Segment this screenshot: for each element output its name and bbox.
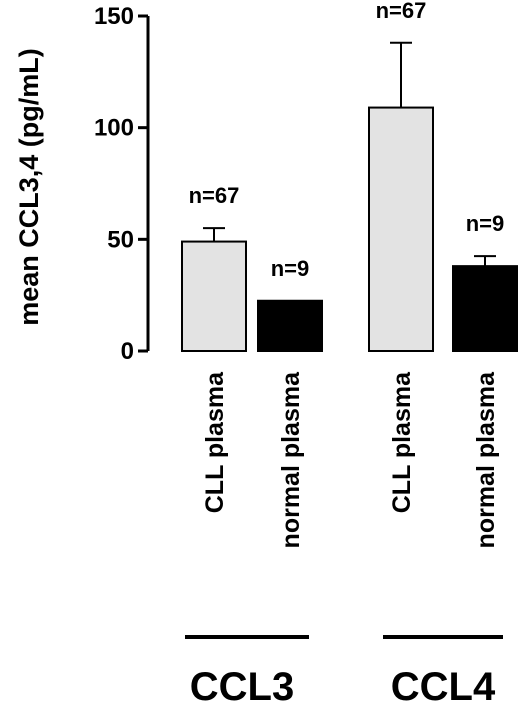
group-label: CCL3 [190, 665, 294, 705]
bar [368, 106, 434, 352]
category-label: CLL plasma [201, 371, 229, 513]
sample-size-label: n=9 [466, 211, 505, 236]
sample-size-label: n=67 [376, 0, 427, 23]
category-label: normal plasma [472, 371, 500, 549]
y-tick-label: 50 [107, 226, 134, 253]
bar [181, 240, 247, 352]
y-axis: 0 50 100 150 [94, 3, 150, 365]
bar [257, 299, 323, 352]
sample-size-label: n=67 [189, 183, 240, 208]
bar [452, 265, 518, 352]
category-label: normal plasma [277, 371, 305, 549]
sample-size-label: n=9 [271, 256, 310, 281]
y-tick-label: 0 [121, 338, 134, 365]
y-tick-label: 150 [94, 3, 134, 30]
y-axis-label: mean CCL3,4 (pg/mL) [14, 48, 44, 326]
y-tick-label: 100 [94, 115, 134, 142]
plot-area: n=67 CLL plasma n=9 normal plasma CCL3 n=67 CL… [181, 0, 518, 705]
category-label: CLL plasma [388, 371, 416, 513]
group-label: CCL4 [391, 665, 496, 705]
